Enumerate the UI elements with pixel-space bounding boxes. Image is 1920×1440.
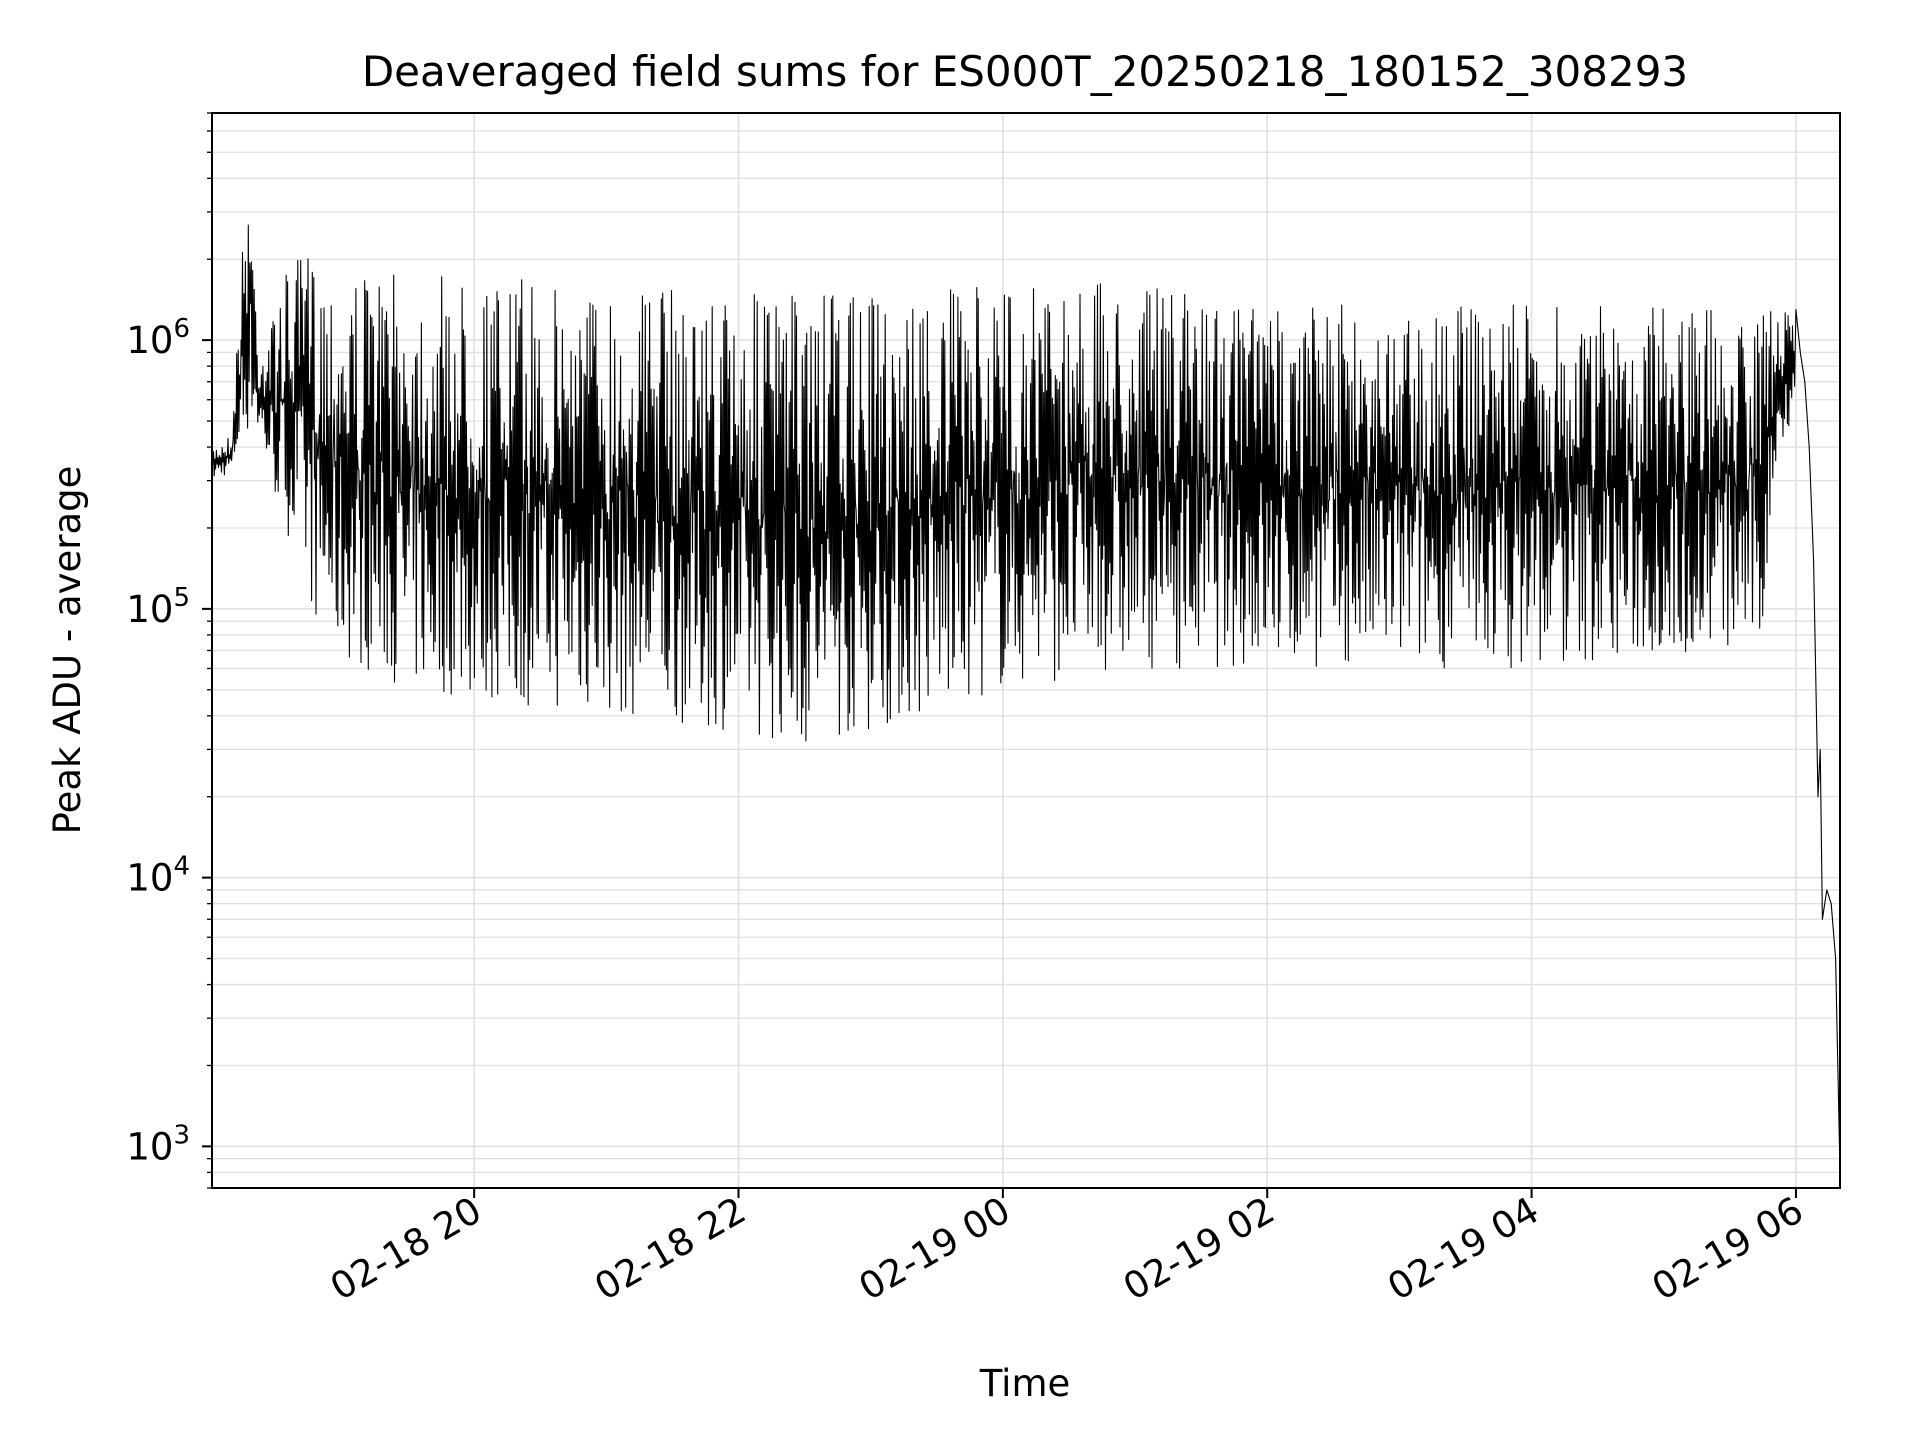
grid — [212, 112, 1840, 1189]
y-axis: 103 104 105 106 — [126, 112, 212, 1189]
x-axis-label: Time — [979, 1362, 1071, 1405]
series-line-group — [211, 224, 1841, 1173]
y-tick-label: 105 — [126, 583, 190, 631]
y-tick-label: 104 — [126, 852, 190, 900]
chart-title: Deaveraged field sums for ES000T_2025021… — [362, 47, 1688, 96]
series-line — [211, 224, 1841, 1173]
y-tick-label: 106 — [126, 314, 190, 362]
y-tick-label: 103 — [126, 1120, 190, 1168]
y-axis-label: Peak ADU - average — [46, 466, 89, 835]
